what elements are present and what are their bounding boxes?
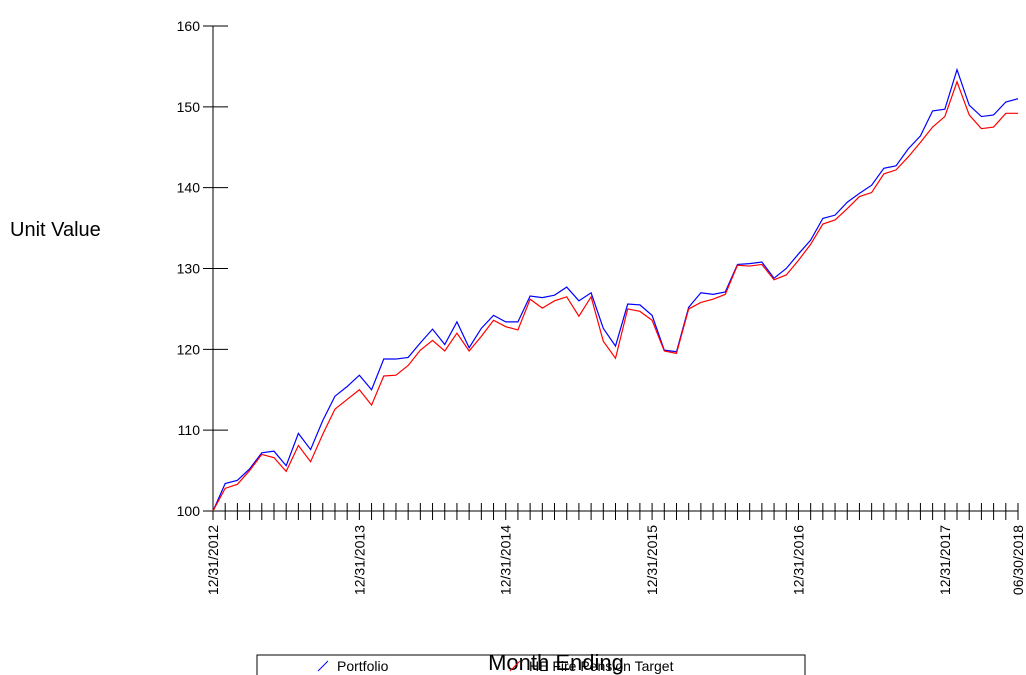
y-tick-label: 110: [178, 422, 201, 438]
legend-label: HE Fire Pension Target: [529, 658, 674, 674]
legend-label: Portfolio: [337, 658, 389, 674]
legend-swatch: [317, 660, 329, 672]
x-tick-label: 12/31/2012: [205, 525, 221, 595]
y-tick-label: 160: [177, 18, 201, 34]
x-tick-label: 12/31/2014: [498, 525, 514, 595]
x-tick-label: 12/31/2015: [644, 525, 660, 595]
x-tick-label: 12/31/2017: [937, 525, 953, 595]
y-tick-label: 120: [177, 341, 201, 357]
x-tick-label: 06/30/2018: [1010, 525, 1026, 595]
y-tick-label: 130: [177, 261, 201, 277]
legend-box: [256, 654, 806, 675]
y-axis-label: Unit Value: [10, 219, 101, 241]
series-line: [212, 80, 1018, 512]
x-tick-label: 12/31/2013: [351, 525, 367, 595]
legend-swatch: [509, 660, 521, 672]
series-line: [212, 67, 1019, 512]
y-tick-label: 140: [177, 180, 201, 196]
x-tick-label: 12/31/2016: [790, 525, 806, 595]
y-tick-label: 150: [177, 99, 201, 115]
y-tick-label: 100: [177, 503, 201, 519]
